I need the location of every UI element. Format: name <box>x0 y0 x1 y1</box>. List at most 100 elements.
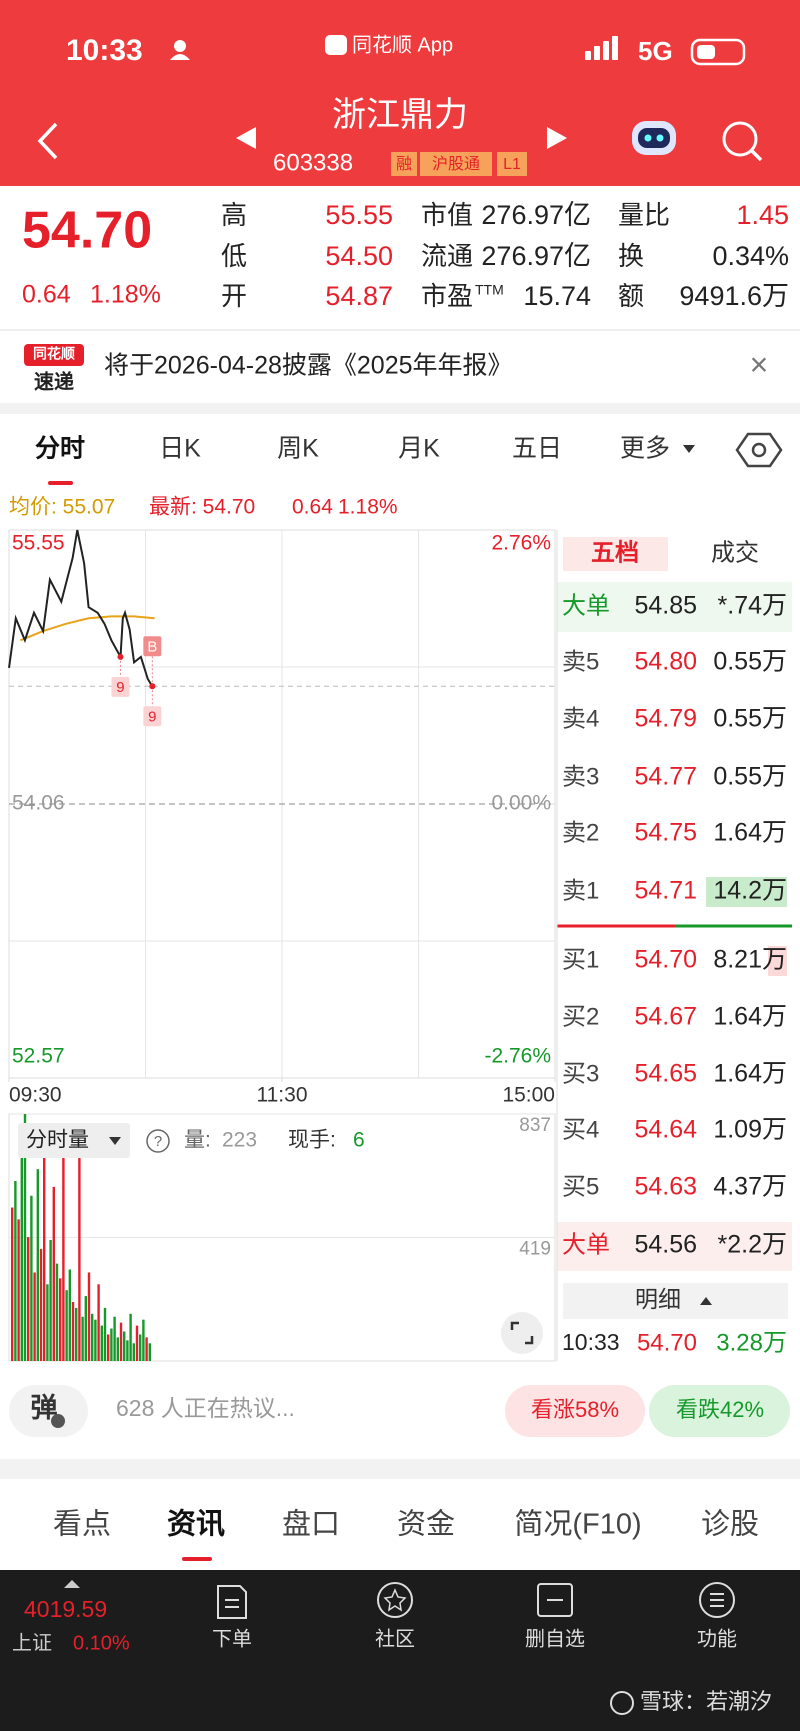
book-volume: 1.09万 <box>713 1116 787 1144</box>
volume-bar <box>142 1319 145 1361</box>
stat-value: 276.97亿 <box>481 241 591 271</box>
volume-bar <box>62 1136 65 1361</box>
volume-bar <box>148 1343 151 1361</box>
volume-bar <box>17 1219 20 1361</box>
book-volume: 0.55万 <box>713 763 787 791</box>
volume-bar <box>84 1296 87 1361</box>
battery-level <box>697 45 715 59</box>
volume-selector[interactable] <box>18 1123 130 1158</box>
index-pct[interactable]: 0.10% <box>73 1632 130 1654</box>
section-tab[interactable]: 简况(F10) <box>514 1508 641 1541</box>
book-volume: 1.64万 <box>713 819 787 847</box>
book-volume: *.74万 <box>718 592 787 620</box>
nav-item[interactable]: 社区 <box>375 1627 415 1650</box>
volume-bar <box>110 1328 113 1361</box>
search-icon[interactable] <box>722 121 758 157</box>
section-tab[interactable]: 盘口 <box>282 1508 340 1541</box>
danmaku-button[interactable] <box>9 1385 88 1437</box>
danmaku-badge <box>51 1414 65 1428</box>
section-tab[interactable]: 诊股 <box>701 1508 759 1541</box>
book-price: 54.71 <box>634 877 697 905</box>
section-tab[interactable]: 资金 <box>397 1508 455 1541</box>
expand-button[interactable] <box>501 1312 543 1354</box>
back-button[interactable] <box>37 122 58 160</box>
chart-tab[interactable]: 五日 <box>512 435 562 463</box>
stat-label-sup: TTM <box>475 282 504 298</box>
volume-bar <box>97 1284 100 1361</box>
bear-label[interactable]: 看跌42% <box>676 1397 764 1422</box>
stat-value: 15.74 <box>523 281 591 311</box>
notice-text[interactable]: 将于2026-04-28披露《2025年年报》 <box>104 352 513 380</box>
chart-tab[interactable]: 周K <box>277 435 319 463</box>
latest-price: 最新: 54.70 <box>149 496 255 519</box>
settings-icon[interactable] <box>735 432 783 468</box>
next-stock[interactable] <box>547 127 567 149</box>
chart-tab[interactable]: 更多 <box>620 435 670 463</box>
chart-tab[interactable]: 分时 <box>35 435 85 463</box>
book-price: 54.67 <box>634 1003 697 1031</box>
stock-name: 浙江鼎力 <box>332 96 468 134</box>
volume-bar <box>65 1290 68 1361</box>
detail-bg[interactable] <box>563 1283 788 1319</box>
bull-label[interactable]: 看涨58% <box>531 1397 619 1422</box>
prev-stock[interactable] <box>236 127 256 149</box>
book-label: 买1 <box>562 946 599 973</box>
tag-bg <box>420 152 492 176</box>
price-change: 0.64 <box>22 281 71 309</box>
nav-item[interactable]: 删自选 <box>525 1627 585 1650</box>
help-icon: ? <box>154 1133 162 1150</box>
x-tick-label: 09:30 <box>9 1084 62 1107</box>
volume-bar <box>55 1263 59 1361</box>
volume-bar <box>135 1325 139 1361</box>
book-label: 买4 <box>562 1116 599 1143</box>
order-tab[interactable]: 五档 <box>591 539 639 566</box>
stat-label: 额 <box>618 281 644 311</box>
stat-value: 54.50 <box>325 241 393 271</box>
notice-close[interactable]: × <box>750 346 769 382</box>
chart-tab[interactable]: 日K <box>159 435 201 463</box>
book-volume: 0.55万 <box>713 705 787 733</box>
order-tab[interactable]: 成交 <box>711 539 759 566</box>
discussion-text[interactable]: 628 人正在热议... <box>116 1395 295 1421</box>
section-tab[interactable]: 看点 <box>53 1508 111 1541</box>
volume-bar <box>27 1237 30 1361</box>
nav-icon <box>537 1583 573 1617</box>
volume-bar <box>87 1272 91 1361</box>
trade-marker: 9 <box>148 708 156 725</box>
person-icon <box>174 40 186 52</box>
marker-dot <box>117 653 124 660</box>
nav-item[interactable]: 下单 <box>212 1627 252 1650</box>
order-tab-bg <box>563 537 668 571</box>
index-value[interactable]: 4019.59 <box>24 1596 107 1622</box>
price-change-pct: 1.18% <box>90 281 161 309</box>
book-price: 54.70 <box>634 946 697 974</box>
volume-title[interactable]: 分时量 <box>26 1129 89 1152</box>
detail-title[interactable]: 明细 <box>635 1286 681 1312</box>
nav-item[interactable]: 功能 <box>697 1627 737 1650</box>
volume-bar <box>129 1313 132 1361</box>
trade-marker-bg <box>143 636 162 657</box>
stat-value: 0.34% <box>712 241 789 271</box>
app-name: 同花顺 App <box>352 33 453 56</box>
help-icon[interactable] <box>146 1129 170 1153</box>
watermark: 雪球：若潮汐 <box>640 1689 772 1714</box>
y-tick-label: 54.06 <box>12 792 65 815</box>
nav-icon <box>383 1588 407 1612</box>
section-underline <box>182 1557 212 1561</box>
trade-marker-bg <box>111 676 130 697</box>
separator <box>0 1459 800 1479</box>
volume-bar <box>43 1148 46 1361</box>
bear-button[interactable] <box>649 1385 790 1437</box>
notice-logo-text: 速递 <box>34 369 74 393</box>
book-price: 54.56 <box>634 1231 697 1259</box>
index-name[interactable]: 上证 <box>12 1631 52 1654</box>
tag-bg <box>391 152 417 176</box>
bull-button[interactable] <box>505 1385 645 1437</box>
volume-bar <box>126 1340 129 1361</box>
volume-bar <box>52 1186 55 1361</box>
detail-time: 10:33 <box>562 1329 620 1355</box>
chart-tab[interactable]: 月K <box>398 435 440 463</box>
person-icon <box>170 54 190 60</box>
section-tab[interactable]: 资讯 <box>167 1508 225 1541</box>
